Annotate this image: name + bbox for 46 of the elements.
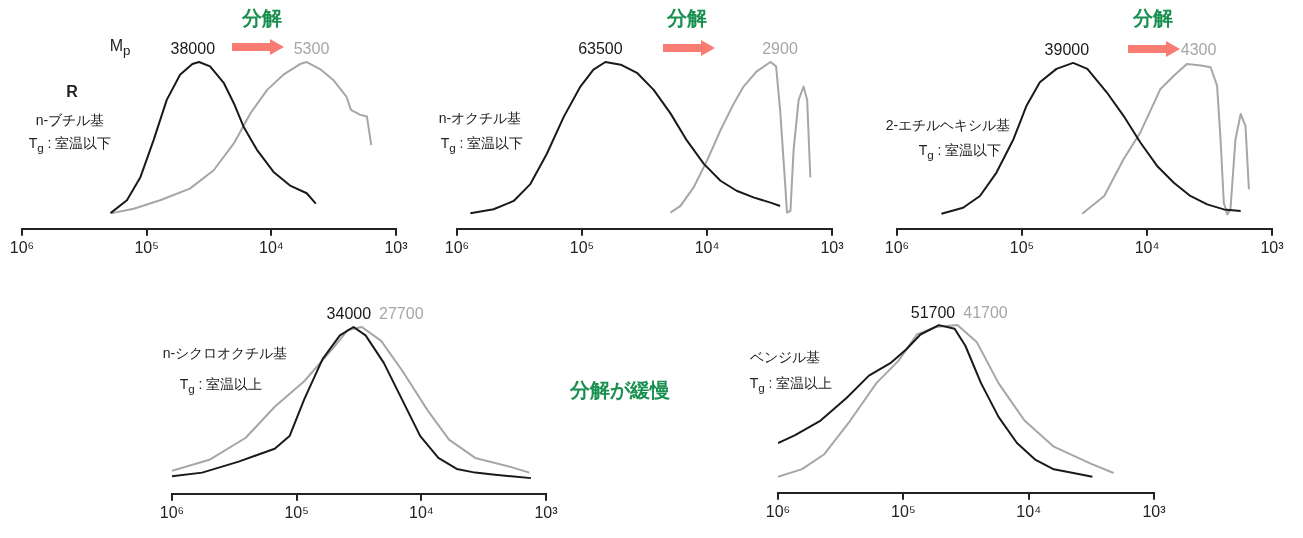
x-tick-label: 10⁶ — [159, 503, 185, 521]
x-tick-label: 10⁴ — [1134, 238, 1160, 256]
text: 分解 — [242, 6, 282, 30]
annotation: 41700 — [963, 303, 1008, 321]
annotation: n-シクロオクチル基 — [162, 345, 288, 362]
x-tick-label: 10³ — [820, 238, 845, 256]
annotation: 34000 — [326, 305, 372, 323]
x-tick-label: 10⁵ — [134, 238, 159, 256]
annotation: 4300 — [1180, 41, 1217, 59]
x-tick-label: 10³ — [534, 503, 559, 521]
annotation: 2-エチルヘキシル基 — [885, 117, 1011, 134]
x-tick-label: 10⁶ — [765, 502, 791, 520]
x-tick-label: 10⁶ — [9, 238, 35, 256]
annotation: T$_{g}$ : 室温以上 — [749, 375, 833, 395]
x-tick-label: 10⁵ — [1009, 238, 1035, 256]
x-tick-label: 10⁵ — [284, 503, 309, 521]
annotation: 5300 — [293, 40, 330, 58]
annotation: R — [66, 82, 78, 102]
x-tick-label: 10³ — [1260, 238, 1285, 256]
x-tick-label: 10⁵ — [569, 238, 595, 256]
annotation: ベンジル基 — [750, 349, 820, 366]
x-tick-label: 10⁶ — [444, 238, 470, 256]
x-tick-label: 10⁴ — [1016, 502, 1042, 520]
annotation: T$_{g}$ : 室温以下 — [440, 135, 524, 155]
x-tick-label: 10⁴ — [409, 503, 434, 521]
text: 分解 — [667, 6, 707, 30]
annotation: T$_{g}$ : 室温以下 — [918, 142, 1002, 162]
text: 分解 — [1133, 6, 1173, 30]
annotation: T$_{g}$ : 室温以下 — [28, 135, 112, 155]
x-tick-label: 10³ — [384, 238, 409, 256]
annotation: 39000 — [1044, 41, 1090, 59]
text: 分解が緩慢 — [570, 378, 670, 402]
x-tick-label: 10⁴ — [694, 238, 720, 256]
x-tick-label: 10⁵ — [891, 502, 916, 520]
x-tick-label: 10⁴ — [259, 238, 284, 256]
annotation: 38000 — [170, 40, 216, 58]
annotation: 27700 — [379, 305, 424, 323]
annotation: 2900 — [762, 40, 798, 58]
x-tick-label: 10³ — [1142, 502, 1167, 520]
annotation: n-オクチル基 — [438, 110, 522, 127]
annotation: n-ブチル基 — [35, 112, 105, 129]
annotation: T$_{g}$ : 室温以上 — [179, 376, 263, 396]
text: M$_{p}$ — [109, 36, 131, 60]
annotation: 63500 — [578, 40, 623, 58]
x-tick-label: 10⁶ — [884, 238, 910, 256]
annotation: 51700 — [910, 303, 956, 321]
